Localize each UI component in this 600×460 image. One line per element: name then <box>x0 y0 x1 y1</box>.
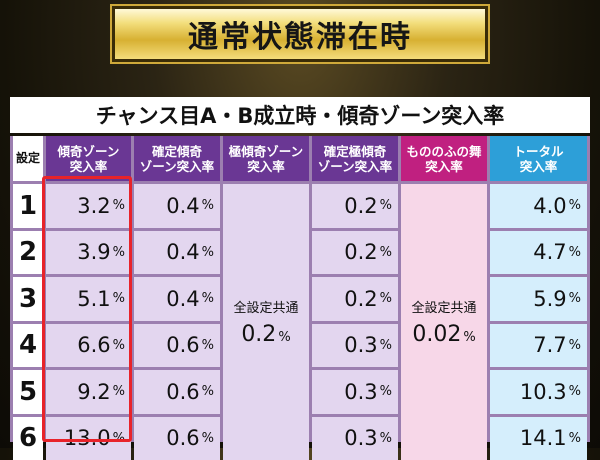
cell-value: 7.7 <box>533 333 566 357</box>
confirmed-goku-rate: 0.2% <box>312 184 398 228</box>
header-line: ゾーン突入率 <box>318 159 392 174</box>
header-line: 確定傾奇 <box>152 144 202 159</box>
total-rate: 4.0% <box>490 184 587 228</box>
unit-label: % <box>569 245 581 260</box>
cell-value: 0.6 <box>166 380 199 404</box>
confirmed-goku-rate: 0.2% <box>312 231 398 275</box>
cell-value: 0.2 <box>344 194 377 218</box>
unit-label: % <box>380 291 392 306</box>
cell-value: 0.3 <box>344 426 377 450</box>
cell-value: 0.3 <box>344 333 377 357</box>
setting-number: 6 <box>13 417 43 460</box>
cell-value: 0.3 <box>344 380 377 404</box>
header-line: 突入率 <box>247 159 285 174</box>
header-line: 突入率 <box>425 159 463 174</box>
cell-value: 10.3 <box>520 380 567 404</box>
merged-label: 全設定共通 <box>233 297 298 316</box>
confirmed-goku-rate: 0.3% <box>312 370 398 414</box>
confirmed-kabuki-rate: 0.6% <box>134 417 220 460</box>
total-rate: 5.9% <box>490 277 587 321</box>
total-rate: 14.1% <box>490 417 587 460</box>
header-col6: トータル突入率 <box>490 136 587 181</box>
header-line: 極傾奇ゾーン <box>229 144 303 159</box>
setting-number: 3 <box>13 277 43 321</box>
header-line: 確定極傾奇 <box>324 144 387 159</box>
header-line: もののふの舞 <box>406 144 481 159</box>
unit-label: % <box>569 291 581 306</box>
header-line: 突入率 <box>520 159 558 174</box>
goku-zone-merged: 全設定共通 0.2% <box>223 184 309 460</box>
unit-label: % <box>202 384 214 399</box>
merged-value: 0.02% <box>412 322 475 347</box>
total-rate: 7.7% <box>490 324 587 368</box>
cell-value: 0.4 <box>166 194 199 218</box>
unit-label: % <box>380 431 392 446</box>
cell-value: 0.02 <box>412 322 461 347</box>
unit-label: % <box>202 245 214 260</box>
unit-label: % <box>380 245 392 260</box>
cell-value: 0.6 <box>166 333 199 357</box>
unit-label: % <box>380 384 392 399</box>
merged-label: 全設定共通 <box>411 297 476 316</box>
cell-value: 4.0 <box>533 194 566 218</box>
header-col2: 確定傾奇ゾーン突入率 <box>134 136 220 181</box>
cell-value: 0.2 <box>241 322 276 347</box>
title-banner: 通常状態滞在時 <box>112 6 488 62</box>
unit-label: % <box>380 198 392 213</box>
unit-label: % <box>569 338 581 353</box>
setting-number: 2 <box>13 231 43 275</box>
confirmed-kabuki-rate: 0.4% <box>134 231 220 275</box>
header-col3: 極傾奇ゾーン突入率 <box>223 136 309 181</box>
confirmed-kabuki-rate: 0.4% <box>134 184 220 228</box>
total-rate: 4.7% <box>490 231 587 275</box>
header-col1: 傾奇ゾーン突入率 <box>46 136 131 181</box>
confirmed-goku-rate: 0.3% <box>312 324 398 368</box>
setting-number: 5 <box>13 370 43 414</box>
header-setting: 設定 <box>13 136 43 181</box>
confirmed-kabuki-rate: 0.6% <box>134 324 220 368</box>
header-line: トータル <box>513 144 563 159</box>
confirmed-goku-rate: 0.2% <box>312 277 398 321</box>
cell-value: 4.7 <box>533 240 566 264</box>
highlight-box <box>42 176 132 442</box>
unit-label: % <box>202 338 214 353</box>
unit-label: % <box>278 330 290 345</box>
cell-value: 14.1 <box>520 426 567 450</box>
unit-label: % <box>569 431 581 446</box>
unit-label: % <box>380 338 392 353</box>
header-line: 突入率 <box>70 159 108 174</box>
unit-label: % <box>202 431 214 446</box>
unit-label: % <box>202 198 214 213</box>
merged-value: 0.2% <box>241 322 290 347</box>
header-line: 傾奇ゾーン <box>58 144 120 159</box>
setting-number: 4 <box>13 324 43 368</box>
cell-value: 0.2 <box>344 287 377 311</box>
header-col5: もののふの舞突入率 <box>401 136 487 181</box>
cell-value: 0.6 <box>166 426 199 450</box>
unit-label: % <box>569 384 581 399</box>
cell-value: 0.4 <box>166 287 199 311</box>
table-subtitle: チャンス目A・B成立時・傾奇ゾーン突入率 <box>10 97 590 133</box>
confirmed-kabuki-rate: 0.6% <box>134 370 220 414</box>
header-col4: 確定極傾奇ゾーン突入率 <box>312 136 398 181</box>
cell-value: 5.9 <box>533 287 566 311</box>
unit-label: % <box>463 330 475 345</box>
unit-label: % <box>569 198 581 213</box>
mononofu-merged: 全設定共通 0.02% <box>401 184 487 460</box>
total-rate: 10.3% <box>490 370 587 414</box>
cell-value: 0.2 <box>344 240 377 264</box>
setting-number: 1 <box>13 184 43 228</box>
confirmed-kabuki-rate: 0.4% <box>134 277 220 321</box>
header-line: ゾーン突入率 <box>140 159 214 174</box>
unit-label: % <box>202 291 214 306</box>
confirmed-goku-rate: 0.3% <box>312 417 398 460</box>
page-title: 通常状態滞在時 <box>188 12 412 56</box>
cell-value: 0.4 <box>166 240 199 264</box>
